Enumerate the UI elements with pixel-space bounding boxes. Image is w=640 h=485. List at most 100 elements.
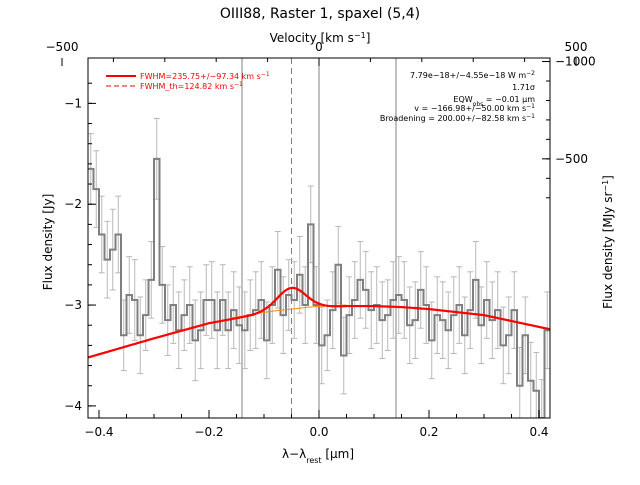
- data-point: [200, 329, 202, 331]
- data-point: [354, 299, 356, 301]
- data-point: [530, 380, 532, 382]
- data-point: [535, 390, 537, 392]
- fit-curve: [88, 286, 550, 359]
- svg-text:FWHM_th=124.82 km s−1: FWHM_th=124.82 km s−1: [140, 81, 243, 92]
- data-point: [205, 299, 207, 301]
- data-point: [134, 299, 136, 301]
- data-point: [387, 314, 389, 316]
- data-point: [128, 294, 130, 296]
- data-point: [409, 324, 411, 326]
- data-point: [315, 304, 317, 306]
- x-tick-label: 0.2: [419, 425, 438, 439]
- data-point: [288, 294, 290, 296]
- data-point: [150, 279, 152, 281]
- data-point: [216, 329, 218, 331]
- right-tick-label: −500: [555, 152, 588, 166]
- data-point: [255, 309, 257, 311]
- data-point: [546, 329, 548, 331]
- x-tick-label: −0.2: [194, 425, 223, 439]
- data-point: [458, 304, 460, 306]
- data-point: [238, 324, 240, 326]
- y-axis-label: Flux density [Jy]: [41, 194, 55, 291]
- data-point: [90, 168, 92, 170]
- legend-solid-label: FWHM=235.75+/−97.34 km s−1: [140, 71, 270, 82]
- data-point: [442, 319, 444, 321]
- data-point: [227, 329, 229, 331]
- data-point: [370, 309, 372, 311]
- data-point: [145, 314, 147, 316]
- data-point: [112, 248, 114, 251]
- info-line-broadening: Broadening = 200.00+/−82.58 km s−1: [380, 113, 535, 124]
- legend-dashed-label: FWHM_th=124.82 km s−1: [140, 81, 243, 92]
- svg-text:Flux density [MJy sr−1]: Flux density [MJy sr−1]: [601, 175, 616, 309]
- data-point: [519, 385, 521, 387]
- data-point: [403, 299, 405, 301]
- data-point: [321, 344, 323, 346]
- info-line-flux: 7.79e−18+/−4.55e−18 W m−2: [410, 70, 535, 81]
- svg-text:Velocity [km s−1]: Velocity [km s−1]: [270, 31, 371, 46]
- top-tick-label: 500: [565, 40, 588, 54]
- svg-text:FWHM=235.75+/−97.34 km s−1: FWHM=235.75+/−97.34 km s−1: [140, 71, 270, 82]
- data-point: [95, 188, 97, 190]
- data-point: [365, 289, 367, 291]
- data-point: [293, 299, 295, 301]
- data-point: [513, 309, 515, 311]
- spectrum-points: [90, 158, 548, 418]
- data-point: [139, 334, 141, 336]
- x-tick-label: 0.4: [529, 425, 548, 439]
- axes: −0.4−0.20.00.20.4−4−3−2−1−1000−500050010…: [46, 40, 596, 439]
- data-point: [260, 299, 262, 301]
- data-point: [475, 279, 477, 281]
- legend: FWHM=235.75+/−97.34 km s−1 FWHM_th=124.8…: [106, 71, 270, 92]
- data-point: [508, 334, 510, 336]
- data-point: [464, 334, 466, 336]
- data-point: [447, 329, 449, 331]
- data-point: [436, 314, 438, 316]
- spectrum-histogram: [88, 157, 550, 418]
- data-point: [326, 334, 328, 336]
- data-point: [431, 339, 433, 341]
- data-point: [211, 299, 213, 301]
- x-tick-label: 0.0: [309, 425, 328, 439]
- right-tick-label: −1000: [555, 55, 596, 69]
- top-tick-label: −500: [46, 40, 79, 54]
- data-point: [359, 279, 361, 281]
- data-point: [167, 319, 169, 321]
- chart-title: OIII88, Raster 1, spaxel (5,4): [220, 6, 420, 22]
- data-point: [480, 324, 482, 326]
- plot-inner: [88, 58, 550, 418]
- data-point: [106, 259, 108, 261]
- data-point: [233, 309, 235, 311]
- data-point: [189, 304, 191, 306]
- data-point: [194, 339, 196, 341]
- data-point: [420, 289, 422, 291]
- data-point: [453, 314, 455, 316]
- plot-area: [88, 58, 550, 418]
- data-point: [101, 233, 103, 236]
- data-point: [123, 334, 125, 336]
- data-point: [222, 299, 224, 301]
- data-point: [310, 223, 312, 225]
- data-point: [299, 274, 301, 276]
- data-point: [348, 314, 350, 316]
- right-axis-label: Flux density [MJy sr−1]: [601, 175, 616, 309]
- data-point: [277, 269, 279, 271]
- data-point: [502, 344, 504, 346]
- data-point: [524, 334, 526, 336]
- data-point: [392, 299, 394, 301]
- info-line-velocity: v = −166.98+/−50.00 km s−1: [414, 103, 535, 114]
- data-point: [172, 304, 174, 306]
- data-point: [491, 319, 493, 321]
- x-axis-label: λ−λrest [μm]: [282, 447, 354, 465]
- data-point: [156, 158, 158, 160]
- data-point: [337, 264, 339, 266]
- data-point: [469, 309, 471, 311]
- data-point: [343, 354, 345, 357]
- data-point: [332, 309, 334, 311]
- data-point: [282, 314, 284, 316]
- data-point: [183, 314, 185, 316]
- y-tick-label: −2: [64, 197, 82, 211]
- info-text: 7.79e−18+/−4.55e−18 W m−2 1.71σ EQWobs =…: [380, 70, 535, 124]
